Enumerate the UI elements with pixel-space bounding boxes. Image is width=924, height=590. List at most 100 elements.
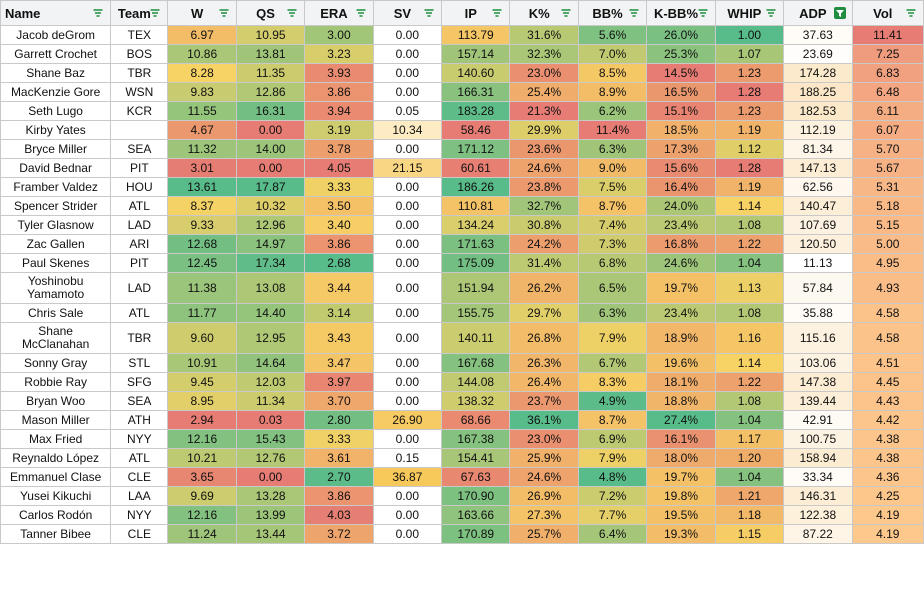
cell-whip[interactable]: 1.14 [714, 196, 785, 216]
column-header-k[interactable]: K% [509, 0, 579, 26]
table-row[interactable]: Framber Valdez HOU 13.61 17.87 3.33 0.00 186.2… [0, 177, 924, 197]
table-row[interactable]: Mason Miller ATH 2.94 0.03 2.80 26.90 68.66 36.… [0, 410, 924, 430]
cell-name[interactable]: Jacob deGrom [0, 25, 112, 45]
cell-k[interactable]: 26.8% [509, 322, 579, 354]
cell-whip[interactable]: 1.08 [714, 215, 785, 235]
cell-adp[interactable]: 188.25 [783, 82, 853, 102]
table-row[interactable]: Garrett Crochet BOS 10.86 13.81 3.23 0.00 157.… [0, 44, 924, 64]
cell-k[interactable]: 24.6% [509, 158, 579, 178]
cell-k[interactable]: 36.1% [509, 410, 579, 430]
cell-adp[interactable]: 23.69 [783, 44, 853, 64]
cell-sv[interactable]: 0.00 [372, 215, 443, 235]
cell-w[interactable]: 10.21 [167, 448, 237, 468]
cell-ip[interactable]: 134.24 [441, 215, 511, 235]
cell-whip[interactable]: 1.12 [714, 139, 785, 159]
cell-name[interactable]: Carlos Rodón [0, 505, 112, 525]
column-header-whip[interactable]: WHIP [714, 0, 785, 26]
table-row[interactable]: Spencer Strider ATL 8.37 10.32 3.50 0.00 110.8… [0, 196, 924, 216]
cell-vol[interactable]: 4.93 [851, 272, 924, 304]
cell-w[interactable]: 8.95 [167, 391, 237, 411]
cell-kbb[interactable]: 16.1% [646, 429, 716, 449]
cell-name[interactable]: Tyler Glasnow [0, 215, 112, 235]
cell-era[interactable]: 3.78 [304, 139, 374, 159]
cell-adp[interactable]: 158.94 [783, 448, 853, 468]
cell-team[interactable]: STL [110, 353, 169, 373]
cell-sv[interactable]: 0.00 [372, 63, 443, 83]
cell-qs[interactable]: 0.00 [235, 158, 306, 178]
cell-whip[interactable]: 1.08 [714, 391, 785, 411]
cell-qs[interactable]: 12.96 [235, 215, 306, 235]
cell-k[interactable]: 29.9% [509, 120, 579, 140]
cell-k[interactable]: 23.7% [509, 391, 579, 411]
cell-k[interactable]: 31.4% [509, 253, 579, 273]
cell-ip[interactable]: 60.61 [441, 158, 511, 178]
cell-team[interactable]: ATL [110, 303, 169, 323]
cell-kbb[interactable]: 17.3% [646, 139, 716, 159]
cell-w[interactable]: 3.01 [167, 158, 237, 178]
cell-whip[interactable]: 1.21 [714, 486, 785, 506]
cell-k[interactable]: 26.4% [509, 372, 579, 392]
cell-team[interactable]: LAA [110, 486, 169, 506]
cell-bb[interactable]: 7.9% [577, 448, 648, 468]
cell-w[interactable]: 9.33 [167, 215, 237, 235]
cell-name[interactable]: MacKenzie Gore [0, 82, 112, 102]
cell-era[interactable]: 3.00 [304, 25, 374, 45]
column-header-w[interactable]: W [167, 0, 237, 26]
cell-k[interactable]: 25.4% [509, 82, 579, 102]
cell-qs[interactable]: 10.95 [235, 25, 306, 45]
cell-team[interactable]: PIT [110, 253, 169, 273]
cell-qs[interactable]: 13.08 [235, 272, 306, 304]
cell-kbb[interactable]: 19.7% [646, 467, 716, 487]
cell-vol[interactable]: 4.19 [851, 524, 924, 544]
cell-vol[interactable]: 4.25 [851, 486, 924, 506]
cell-adp[interactable]: 37.63 [783, 25, 853, 45]
cell-kbb[interactable]: 18.9% [646, 322, 716, 354]
cell-sv[interactable]: 0.00 [372, 272, 443, 304]
cell-name[interactable]: Kirby Yates [0, 120, 112, 140]
cell-ip[interactable]: 167.68 [441, 353, 511, 373]
cell-qs[interactable]: 13.99 [235, 505, 306, 525]
table-row[interactable]: Jacob deGrom TEX 6.97 10.95 3.00 0.00 113.79 31… [0, 25, 924, 45]
cell-sv[interactable]: 0.00 [372, 391, 443, 411]
cell-sv[interactable]: 10.34 [372, 120, 443, 140]
cell-team[interactable]: CLE [110, 524, 169, 544]
cell-name[interactable]: Reynaldo López [0, 448, 112, 468]
cell-adp[interactable]: 112.19 [783, 120, 853, 140]
cell-w[interactable]: 8.28 [167, 63, 237, 83]
cell-qs[interactable]: 14.64 [235, 353, 306, 373]
cell-name[interactable]: Yusei Kikuchi [0, 486, 112, 506]
cell-ip[interactable]: 171.12 [441, 139, 511, 159]
cell-whip[interactable]: 1.13 [714, 272, 785, 304]
cell-adp[interactable]: 62.56 [783, 177, 853, 197]
cell-sv[interactable]: 0.00 [372, 322, 443, 354]
cell-bb[interactable]: 8.3% [577, 372, 648, 392]
cell-vol[interactable]: 11.41 [851, 25, 924, 45]
cell-era[interactable]: 4.03 [304, 505, 374, 525]
cell-adp[interactable]: 33.34 [783, 467, 853, 487]
filter-icon[interactable] [149, 7, 161, 19]
cell-w[interactable]: 12.68 [167, 234, 237, 254]
cell-bb[interactable]: 6.4% [577, 524, 648, 544]
cell-name[interactable]: Shane Baz [0, 63, 112, 83]
cell-vol[interactable]: 5.00 [851, 234, 924, 254]
cell-qs[interactable]: 0.03 [235, 410, 306, 430]
filter-icon[interactable] [218, 7, 230, 19]
cell-team[interactable]: NYY [110, 429, 169, 449]
cell-w[interactable]: 12.45 [167, 253, 237, 273]
cell-k[interactable]: 31.6% [509, 25, 579, 45]
cell-sv[interactable]: 0.00 [372, 234, 443, 254]
cell-name[interactable]: Shane McClanahan [0, 322, 112, 354]
filter-icon[interactable] [92, 7, 104, 19]
filter-icon[interactable] [628, 7, 640, 19]
cell-k[interactable]: 26.3% [509, 353, 579, 373]
cell-kbb[interactable]: 18.8% [646, 391, 716, 411]
cell-vol[interactable]: 4.38 [851, 448, 924, 468]
cell-vol[interactable]: 4.36 [851, 467, 924, 487]
cell-adp[interactable]: 174.28 [783, 63, 853, 83]
cell-qs[interactable]: 11.35 [235, 63, 306, 83]
cell-qs[interactable]: 11.34 [235, 391, 306, 411]
cell-vol[interactable]: 6.83 [851, 63, 924, 83]
cell-whip[interactable]: 1.23 [714, 101, 785, 121]
cell-sv[interactable]: 0.15 [372, 448, 443, 468]
cell-era[interactable]: 2.68 [304, 253, 374, 273]
